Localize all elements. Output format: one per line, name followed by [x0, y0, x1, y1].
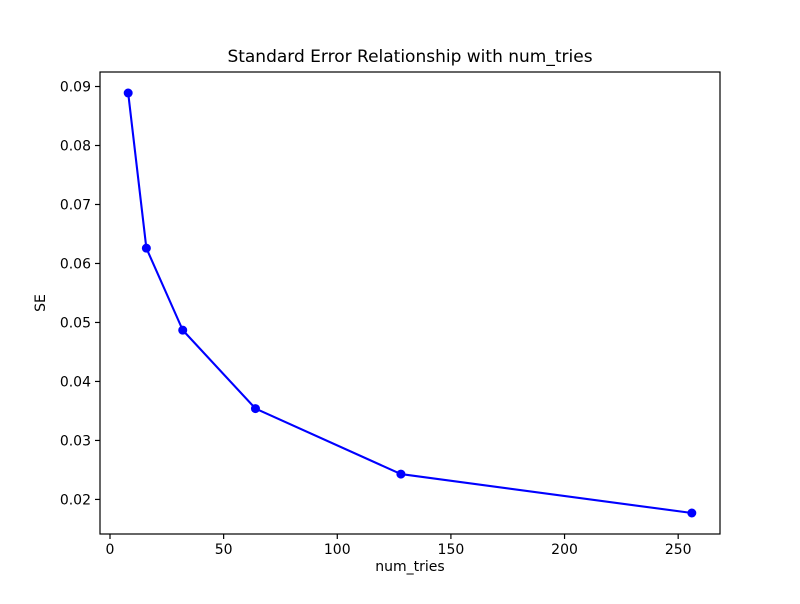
x-axis-ticks: 0 50 100 150 200 250: [106, 534, 692, 558]
y-axis-ticks: 0.02 0.03 0.04 0.05 0.06 0.07 0.08 0.09: [60, 80, 100, 508]
x-tick-label: 200: [551, 542, 578, 558]
data-point: [687, 508, 697, 518]
y-tick-label: 0.08: [60, 139, 91, 155]
y-tick-label: 0.04: [60, 374, 91, 390]
y-tick-label: 0.07: [60, 197, 91, 213]
x-tick-label: 150: [438, 542, 465, 558]
data-point: [250, 404, 260, 414]
y-tick-label: 0.03: [60, 433, 91, 449]
y-tick-label: 0.09: [60, 80, 91, 96]
data-series: [123, 88, 697, 518]
y-tick-label: 0.02: [60, 492, 91, 508]
y-tick-label: 0.05: [60, 315, 91, 331]
plot-area-border: [99, 71, 721, 535]
y-tick-label: 0.06: [60, 256, 91, 272]
x-tick-label: 100: [324, 542, 351, 558]
data-point: [396, 469, 406, 479]
x-tick-label: 250: [665, 542, 692, 558]
x-tick-label: 50: [215, 542, 233, 558]
data-point: [123, 88, 133, 98]
data-point: [178, 325, 188, 335]
data-line: [127, 92, 692, 515]
x-axis-label: num_tries: [375, 559, 444, 575]
chart-title: Standard Error Relationship with num_tri…: [227, 47, 592, 67]
y-axis-label: SE: [33, 294, 49, 312]
x-tick-label: 0: [106, 542, 115, 558]
data-point: [141, 243, 151, 253]
